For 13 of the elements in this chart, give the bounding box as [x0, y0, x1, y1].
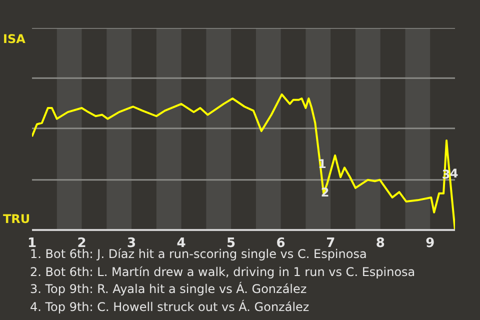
text: 3. Top 9th: R. Ayala hit a single vs Á. González: [30, 281, 308, 298]
text: 2. Bot 6th: L. Martín drew a walk, driving in 1 run vs C. Espinosa: [30, 264, 416, 280]
x-tick-label: 3: [127, 236, 136, 252]
text: 4. Top 9th: C. Howell struck out vs Á. González: [30, 298, 310, 316]
x-tick-label: 5: [226, 236, 236, 252]
text: TRU: [3, 212, 30, 226]
annotation: 2: [320, 185, 330, 200]
text: ISA: [3, 32, 26, 46]
x-tick-label: 9: [426, 236, 435, 252]
x-tick-label: 8: [376, 236, 385, 252]
x-tick-label: 4: [176, 236, 186, 252]
x-tick-label: 7: [326, 236, 336, 252]
x-tick-label: 6: [276, 236, 286, 252]
